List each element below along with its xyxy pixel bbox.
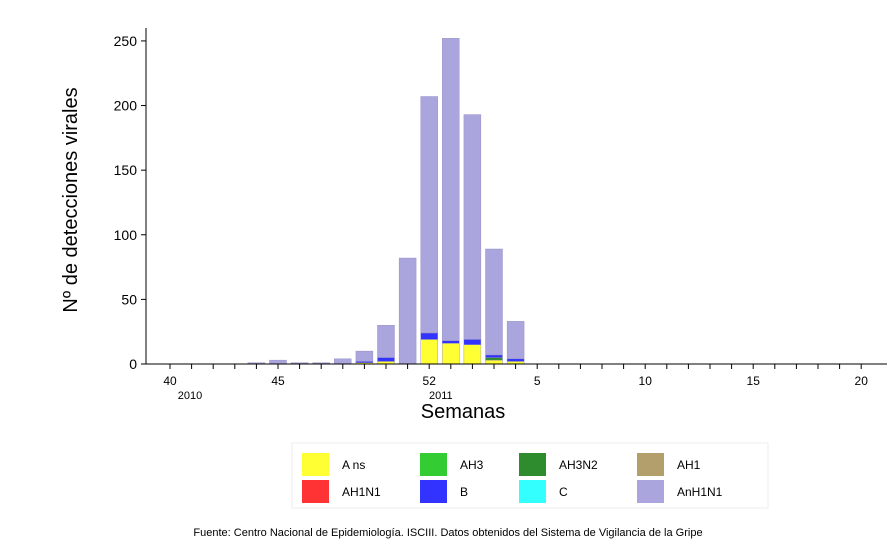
bar-segment — [334, 358, 352, 365]
bars — [247, 38, 525, 365]
legend-swatch — [302, 453, 329, 476]
legend-swatch — [420, 480, 447, 503]
bar-segment — [355, 350, 374, 362]
legend-label: AH1 — [677, 458, 701, 472]
bar-segment — [312, 362, 330, 364]
bar-segment — [442, 38, 460, 341]
legend-label: A ns — [342, 458, 365, 472]
bar-segment — [485, 248, 503, 356]
bar-segment — [377, 325, 395, 358]
legend-swatch — [637, 480, 664, 503]
bar-segment — [377, 357, 395, 362]
y-tick-label: 200 — [114, 98, 138, 114]
y-tick-label: 250 — [114, 33, 138, 49]
y-tick-label: 100 — [114, 227, 138, 243]
bar-segment — [463, 344, 482, 365]
y-tick-label: 0 — [129, 356, 137, 372]
bar-segment — [463, 339, 482, 345]
y-tick-label: 50 — [121, 291, 137, 307]
legend-label: AH3N2 — [559, 458, 598, 472]
x-tick-label: 40 — [163, 374, 177, 388]
x-year-label: 2010 — [178, 390, 202, 402]
legend-label: C — [559, 485, 568, 499]
x-tick-label: 45 — [271, 374, 285, 388]
bar-segment — [420, 332, 438, 340]
legend-swatch — [637, 453, 664, 476]
x-tick-label: 20 — [855, 374, 869, 388]
legend-swatch — [519, 453, 546, 476]
x-axis-label: Semanas — [421, 401, 506, 423]
y-axis-label: Nº de detecciones virales — [60, 87, 82, 312]
bar-segment — [290, 362, 309, 364]
bar-segment — [269, 359, 287, 365]
bar-segment — [485, 359, 503, 365]
bar-segment — [463, 114, 482, 340]
bar-segment — [442, 343, 460, 365]
y-axis: 0 50 100 150 200 250 — [114, 28, 147, 372]
legend-label: AH1N1 — [342, 485, 381, 499]
bar-segment — [506, 321, 525, 360]
legend-label: AH3 — [460, 458, 484, 472]
legend-swatch — [420, 453, 447, 476]
bar-segment — [485, 354, 503, 358]
bar-segment — [506, 358, 525, 362]
legend-label: AnH1N1 — [677, 485, 723, 499]
source-note: Fuente: Centro Nacional de Epidemiología… — [193, 527, 702, 539]
x-tick-label: 10 — [639, 374, 653, 388]
bar-segment — [442, 340, 460, 344]
bar-segment — [420, 339, 438, 365]
legend-swatch — [519, 480, 546, 503]
x-axis: 40 45 52 5 10 15 20 2010 2011 — [146, 363, 887, 402]
x-tick-label: 52 — [423, 374, 437, 388]
legend: A ns AH3 AH3N2 AH1 AH1N1 B C AnH1N1 — [291, 442, 769, 509]
x-tick-label: 5 — [534, 374, 541, 388]
x-year-label: 2011 — [429, 390, 453, 402]
x-tick-label: 15 — [747, 374, 761, 388]
y-tick-label: 150 — [114, 162, 138, 178]
bar-segment — [398, 257, 417, 365]
bar-segment — [420, 96, 438, 334]
legend-swatch — [302, 480, 329, 503]
legend-label: B — [460, 485, 468, 499]
bar-segment — [485, 357, 503, 361]
